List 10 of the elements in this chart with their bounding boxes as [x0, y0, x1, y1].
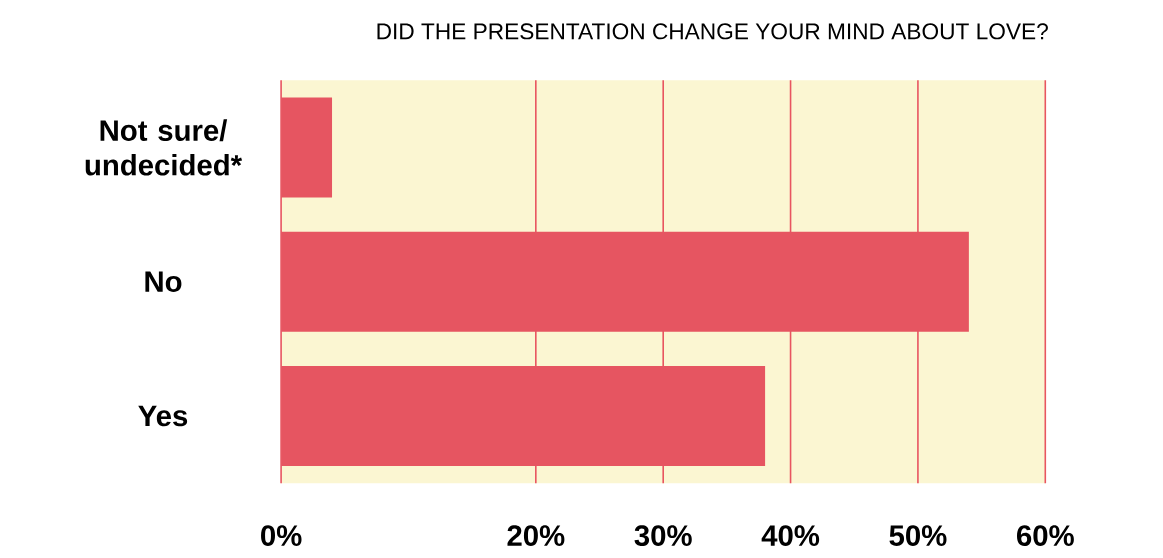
x-tick-label: 30% [634, 525, 692, 546]
x-tick-label: 60% [1017, 525, 1074, 546]
x-tick-label: 0% [261, 525, 302, 546]
x-tick-label: 20% [507, 525, 565, 546]
chart-title: DID THE PRESENTATION CHANGE YOUR MIND ABOUT LOVE? [377, 23, 1048, 40]
y-tick-label: Not sure/ undecided* [85, 119, 243, 176]
x-tick-label: 40% [761, 525, 820, 546]
y-tick-label: Yes [138, 405, 188, 427]
x-tick-label: 50% [889, 525, 947, 546]
y-tick-label: No [145, 271, 182, 292]
